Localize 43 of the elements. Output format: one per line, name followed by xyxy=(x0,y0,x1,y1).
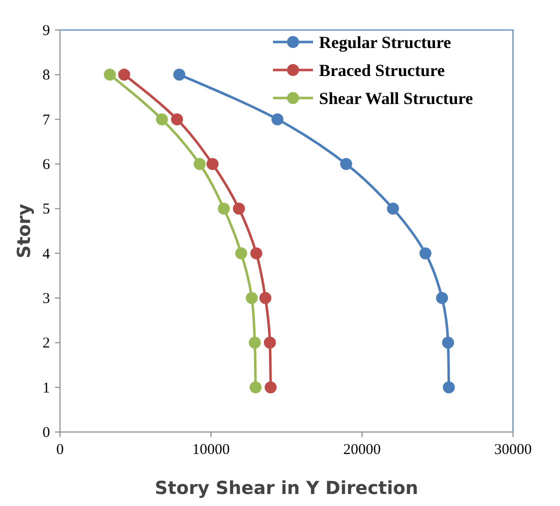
point xyxy=(156,113,168,126)
point xyxy=(271,113,284,126)
point xyxy=(232,202,245,215)
x-tick-label: 10000 xyxy=(192,442,230,458)
point xyxy=(442,381,455,394)
point xyxy=(248,336,261,349)
point xyxy=(118,68,130,81)
y-tick-label: 0 xyxy=(42,425,50,441)
point xyxy=(104,68,116,81)
point xyxy=(442,336,454,349)
point xyxy=(194,158,206,170)
point xyxy=(340,158,352,170)
y-tick-label: 1 xyxy=(42,380,50,396)
x-tick-label: 0 xyxy=(56,442,64,458)
y-axis-title: Story xyxy=(14,203,35,258)
point xyxy=(218,202,230,215)
x-tick-label: 20000 xyxy=(343,442,381,458)
point xyxy=(173,68,186,81)
point xyxy=(436,292,448,304)
legend-label: Braced Structure xyxy=(319,61,446,80)
point xyxy=(386,202,399,215)
y-tick-label: 9 xyxy=(42,23,50,39)
y-tick-label: 4 xyxy=(42,246,50,262)
point xyxy=(419,247,432,260)
point xyxy=(206,158,219,170)
point xyxy=(250,247,262,260)
point xyxy=(235,247,248,260)
x-tick-label: 30000 xyxy=(494,442,532,458)
point xyxy=(264,336,276,349)
y-tick-label: 7 xyxy=(42,112,50,128)
point xyxy=(250,381,262,394)
y-tick-label: 5 xyxy=(42,202,50,218)
legend-label: Regular Structure xyxy=(319,33,452,52)
point xyxy=(259,292,272,304)
point xyxy=(264,381,277,394)
y-tick-label: 3 xyxy=(42,291,50,307)
y-tick-label: 8 xyxy=(42,68,50,84)
point xyxy=(171,113,184,126)
y-tick-label: 2 xyxy=(42,336,50,352)
y-tick-label: 6 xyxy=(42,157,50,173)
legend-label: Shear Wall Structure xyxy=(319,89,474,108)
x-axis-title: Story Shear in Y Direction xyxy=(154,478,418,499)
point xyxy=(246,292,258,304)
